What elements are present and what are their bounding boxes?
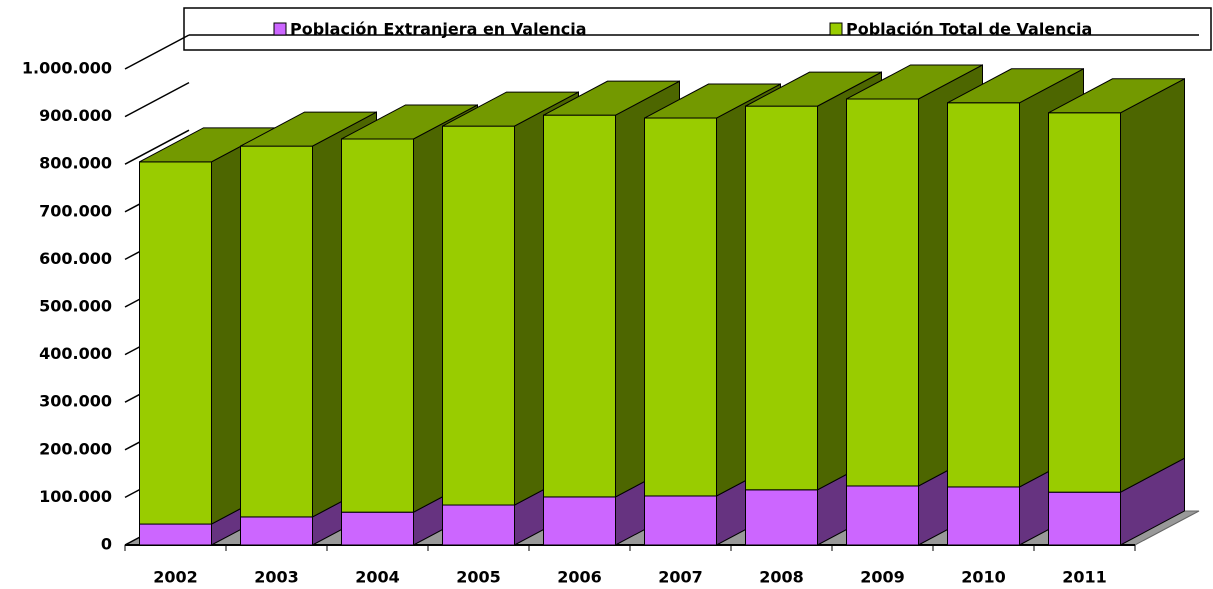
bar-front [644,495,717,546]
x-tick-label: 2011 [1062,568,1107,587]
bar-front [240,516,313,546]
legend-swatch [829,22,843,36]
bar-front [644,117,717,497]
bar-front [442,125,515,506]
y-tick-label: 600.000 [39,249,112,268]
wall-line [124,81,190,118]
bar-front [846,98,919,487]
y-tick-label: 500.000 [39,297,112,316]
x-tick-label: 2007 [658,568,703,587]
wall-line [124,129,190,165]
bar-top [442,91,579,127]
bar-front [947,486,1020,546]
bar-front [543,114,616,498]
bar-front [745,105,818,491]
bar-front [240,145,313,518]
y-tick-label: 1.000.000 [22,59,112,78]
y-tick-label: 0 [101,535,112,554]
bar-top [543,80,680,116]
bar-front [1048,112,1121,493]
x-tick-label: 2003 [254,568,299,587]
legend-label: Población Total de Valencia [846,20,1092,39]
bar-front [947,102,1020,488]
x-tick-label: 2006 [557,568,602,587]
x-tick-label: 2005 [456,568,501,587]
y-tick-label: 800.000 [39,154,112,173]
bar-top [1048,78,1185,114]
x-tick-label: 2009 [860,568,905,587]
bar-top [846,64,983,100]
y-tick-label: 200.000 [39,439,112,458]
bar-top [745,71,882,107]
legend-swatch [273,22,287,36]
bar-front [341,138,414,513]
y-tick-label: 100.000 [39,487,112,506]
x-tick-label: 2010 [961,568,1006,587]
bar-top [240,111,377,147]
x-tick-label: 2002 [153,568,198,587]
bar-top [644,83,781,119]
bar-front [846,485,919,546]
y-tick-label: 700.000 [39,201,112,220]
bar-top [341,104,478,140]
bar-front [1048,491,1121,546]
x-tick-label: 2004 [355,568,400,587]
bar-side [1120,77,1185,493]
wall-line [124,34,190,70]
bar-front [139,161,212,525]
bar-front [442,504,515,546]
legend-label: Población Extranjera en Valencia [290,20,587,39]
y-tick-label: 900.000 [39,106,112,125]
bar-front [139,523,212,546]
y-tick-label: 300.000 [39,392,112,411]
bar-top [947,68,1084,104]
x-tick-label: 2008 [759,568,804,587]
legend-box [183,7,1212,51]
bar-front [745,489,818,546]
y-tick-label: 400.000 [39,344,112,363]
bar-front [341,511,414,546]
bar-front [543,496,616,546]
